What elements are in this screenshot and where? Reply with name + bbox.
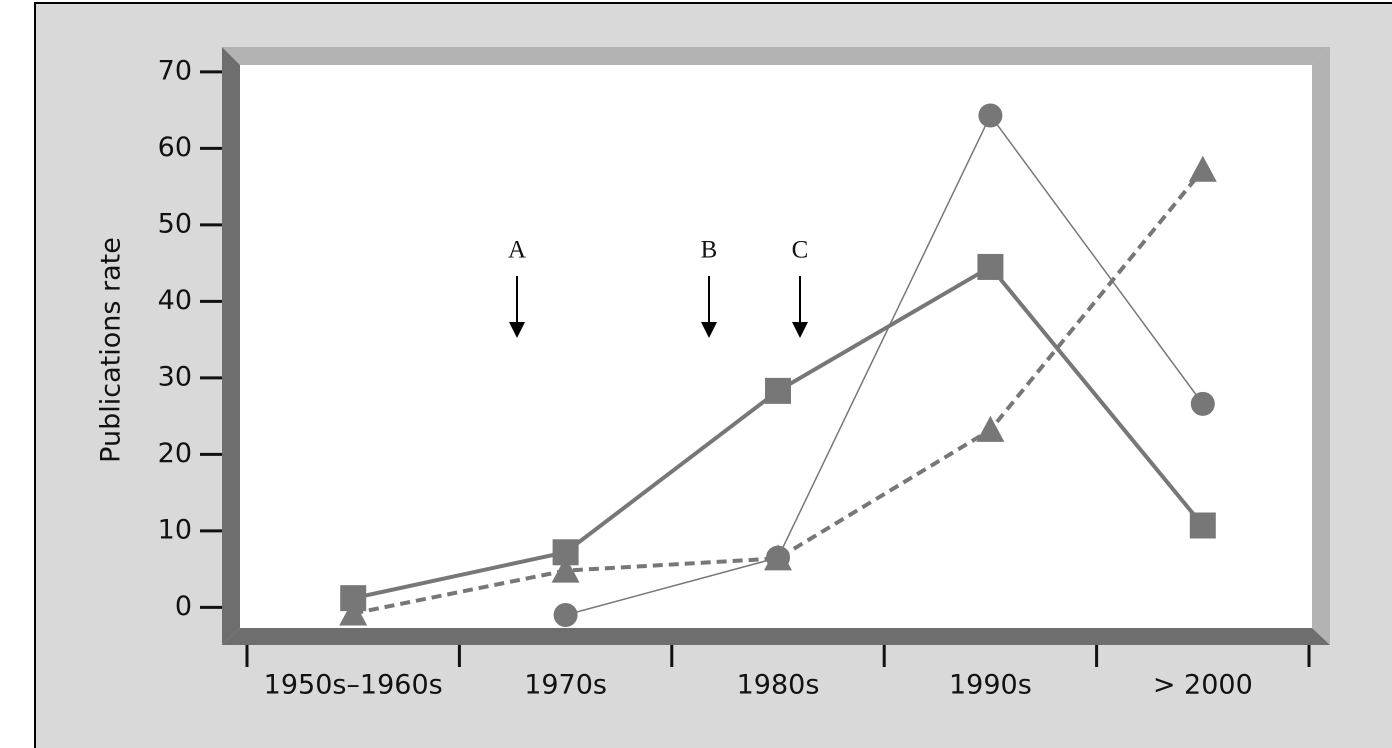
annotation: C [792, 237, 809, 264]
x-tick-label: 1970s [524, 670, 607, 701]
y-tick-label: 0 [175, 591, 192, 622]
frame-bottom [222, 628, 1330, 645]
circle-marker [978, 103, 1003, 128]
triangle-marker [764, 544, 792, 571]
x-tick-label: > 2000 [1153, 670, 1253, 701]
annotation-arrowhead [509, 322, 525, 338]
y-tick-label: 30 [158, 361, 192, 392]
y-axis-label: Publications rate [96, 237, 127, 463]
x-tick-label: 1990s [949, 670, 1032, 701]
annotation: B [701, 237, 718, 264]
annotation: A [508, 237, 526, 264]
frame-right [1312, 47, 1330, 645]
triangle-marker [976, 415, 1005, 442]
square-marker [977, 253, 1004, 280]
y-tick-label: 10 [158, 514, 192, 545]
circle-marker [553, 602, 578, 627]
plot-area [240, 65, 1312, 628]
y-tick-label: 70 [158, 55, 192, 86]
series-line [352, 168, 1205, 616]
y-tick-label: 50 [158, 208, 192, 239]
y-tick-label: 20 [158, 438, 192, 469]
square-marker [1189, 512, 1216, 539]
triangle-marker [551, 556, 580, 583]
circle-marker [1190, 391, 1215, 416]
triangle-marker [1188, 155, 1217, 182]
frame-left [222, 47, 240, 645]
y-tick-label: 40 [158, 285, 192, 316]
x-tick-label: 1950s–1960s [264, 670, 443, 701]
series-line [565, 114, 1204, 616]
x-tick-label: 1980s [737, 670, 820, 701]
triangle-marker [339, 599, 368, 626]
annotation-arrowhead [792, 322, 808, 338]
y-tick-label: 60 [158, 132, 192, 163]
square-marker [765, 377, 791, 404]
frame-top [222, 47, 1330, 65]
annotation-arrowhead [701, 322, 717, 338]
